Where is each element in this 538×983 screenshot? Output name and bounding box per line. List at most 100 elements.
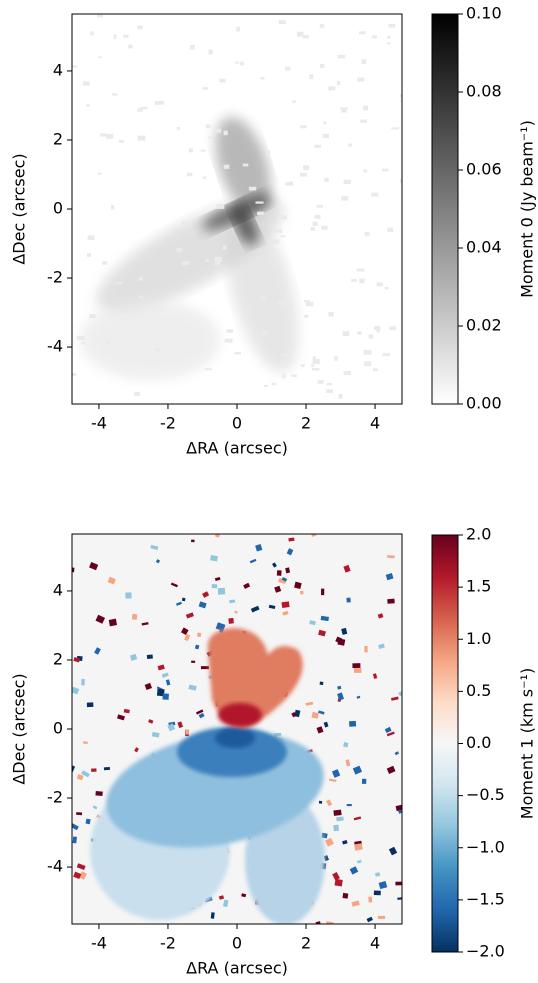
speckle bbox=[349, 866, 359, 875]
speckle bbox=[337, 638, 346, 646]
speckle bbox=[125, 592, 132, 599]
speckle bbox=[81, 678, 85, 686]
noise bbox=[280, 354, 289, 357]
colorbar-tick-label: 2.0 bbox=[466, 525, 491, 544]
speckle bbox=[333, 824, 340, 832]
noise bbox=[309, 74, 314, 80]
noise bbox=[222, 245, 227, 251]
speckle bbox=[395, 881, 402, 886]
colorbar-tick-label: 1.5 bbox=[466, 577, 491, 596]
speckle bbox=[311, 711, 319, 719]
noise bbox=[113, 34, 117, 39]
noise bbox=[176, 248, 183, 253]
speckle bbox=[181, 597, 186, 602]
y-tick-label: 0 bbox=[53, 719, 63, 738]
speckle bbox=[143, 515, 148, 521]
noise bbox=[186, 172, 193, 177]
noise bbox=[291, 100, 297, 103]
noise bbox=[358, 31, 366, 35]
noise bbox=[102, 261, 108, 265]
noise bbox=[188, 148, 193, 153]
speckle bbox=[177, 721, 184, 729]
speckle bbox=[122, 929, 130, 935]
speckle bbox=[352, 663, 361, 669]
speckle bbox=[323, 721, 329, 728]
noise bbox=[265, 150, 271, 154]
speckle bbox=[144, 682, 153, 691]
noise bbox=[387, 227, 394, 232]
noise bbox=[262, 330, 269, 336]
noise bbox=[272, 239, 280, 244]
speckle bbox=[309, 620, 316, 626]
y-tick-label: 2 bbox=[53, 649, 63, 668]
speckle bbox=[341, 627, 348, 635]
speckle bbox=[394, 751, 400, 756]
speckle bbox=[332, 871, 340, 881]
speckle bbox=[95, 484, 105, 493]
colorbar bbox=[431, 13, 459, 405]
noise bbox=[90, 31, 94, 36]
colorbar-tick-label: −1.5 bbox=[466, 889, 505, 908]
speckle bbox=[185, 612, 194, 619]
speckle bbox=[57, 886, 61, 891]
speckle bbox=[131, 613, 138, 620]
noise bbox=[81, 341, 85, 345]
speckle bbox=[405, 784, 413, 788]
speckle bbox=[81, 770, 90, 778]
colorbar bbox=[431, 534, 459, 953]
speckle bbox=[85, 818, 91, 825]
speckle bbox=[76, 812, 83, 816]
noise bbox=[154, 100, 161, 105]
speckle bbox=[119, 508, 125, 516]
speckle bbox=[109, 512, 115, 519]
noise bbox=[343, 371, 352, 376]
noise bbox=[200, 149, 206, 152]
speckle bbox=[167, 723, 176, 732]
noise bbox=[319, 24, 325, 28]
noise bbox=[382, 168, 389, 172]
noise bbox=[324, 177, 329, 182]
noise bbox=[138, 277, 143, 281]
speckle bbox=[337, 692, 345, 701]
speckle bbox=[406, 895, 414, 902]
speckle bbox=[72, 601, 73, 605]
speckle bbox=[76, 774, 84, 781]
speckle bbox=[191, 539, 195, 543]
speckle bbox=[354, 843, 363, 851]
y-axis-label: ΔDec (arcsec) bbox=[10, 673, 29, 784]
speckle bbox=[249, 558, 257, 564]
noise bbox=[208, 49, 213, 55]
noise bbox=[104, 341, 110, 345]
noise bbox=[219, 78, 226, 83]
speckle bbox=[156, 688, 165, 697]
noise bbox=[181, 221, 188, 225]
x-tick-label: 0 bbox=[232, 934, 242, 953]
noise bbox=[384, 286, 389, 290]
noise bbox=[359, 278, 365, 284]
speckle bbox=[328, 778, 337, 782]
speckle bbox=[200, 666, 209, 670]
noise bbox=[204, 368, 212, 371]
speckle bbox=[349, 720, 357, 727]
speckle bbox=[234, 610, 238, 614]
speckle bbox=[73, 871, 82, 880]
noise bbox=[310, 364, 315, 367]
speckle bbox=[326, 799, 333, 807]
noise bbox=[400, 99, 402, 103]
speckle bbox=[373, 890, 381, 896]
speckle bbox=[20, 833, 26, 838]
y-tick-label: -4 bbox=[47, 337, 63, 356]
noise bbox=[76, 335, 85, 341]
noise bbox=[271, 382, 276, 386]
speckle bbox=[72, 836, 77, 844]
noise bbox=[205, 259, 209, 262]
speckle bbox=[278, 577, 287, 584]
noise bbox=[205, 124, 211, 128]
speckle bbox=[155, 559, 161, 564]
speckle bbox=[141, 622, 149, 626]
speckle bbox=[48, 771, 58, 780]
colorbar-tick-label: −1.0 bbox=[466, 837, 505, 856]
noise bbox=[291, 374, 297, 377]
speckle bbox=[191, 660, 196, 663]
y-tick-label: -2 bbox=[47, 788, 63, 807]
